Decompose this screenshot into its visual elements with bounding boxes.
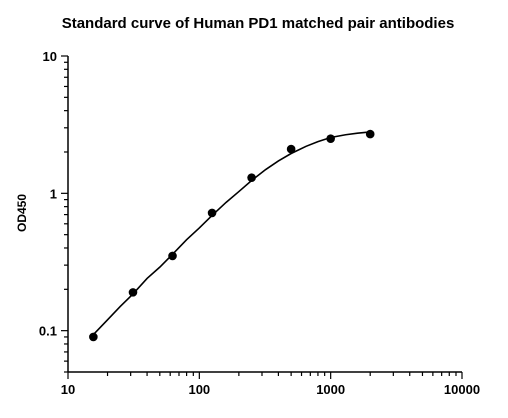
- x-tick-label: 100: [188, 382, 210, 397]
- data-point: [89, 332, 98, 342]
- data-point: [286, 144, 296, 154]
- data-point: [128, 288, 138, 297]
- data-point: [207, 208, 217, 218]
- data-point: [326, 134, 335, 143]
- x-tick-label: 10000: [444, 382, 480, 397]
- x-tick-label: 1000: [316, 382, 345, 397]
- y-axis-label: OD450: [15, 194, 29, 232]
- fit-curve-layer: [90, 131, 371, 338]
- fit-curve-line: [90, 131, 371, 338]
- x-tick-label: 10: [61, 382, 75, 397]
- chart-title: Standard curve of Human PD1 matched pair…: [62, 15, 455, 32]
- data-point: [168, 251, 177, 261]
- y-tick-label: 10: [43, 49, 57, 64]
- y-tick-label: 0.1: [39, 324, 57, 339]
- data-points-layer: [89, 129, 375, 342]
- data-point: [247, 173, 256, 182]
- axes: 10 100 1000 10000 0.1 1 10: [39, 49, 480, 397]
- data-point: [365, 129, 375, 139]
- y-tick-label: 1: [50, 186, 57, 201]
